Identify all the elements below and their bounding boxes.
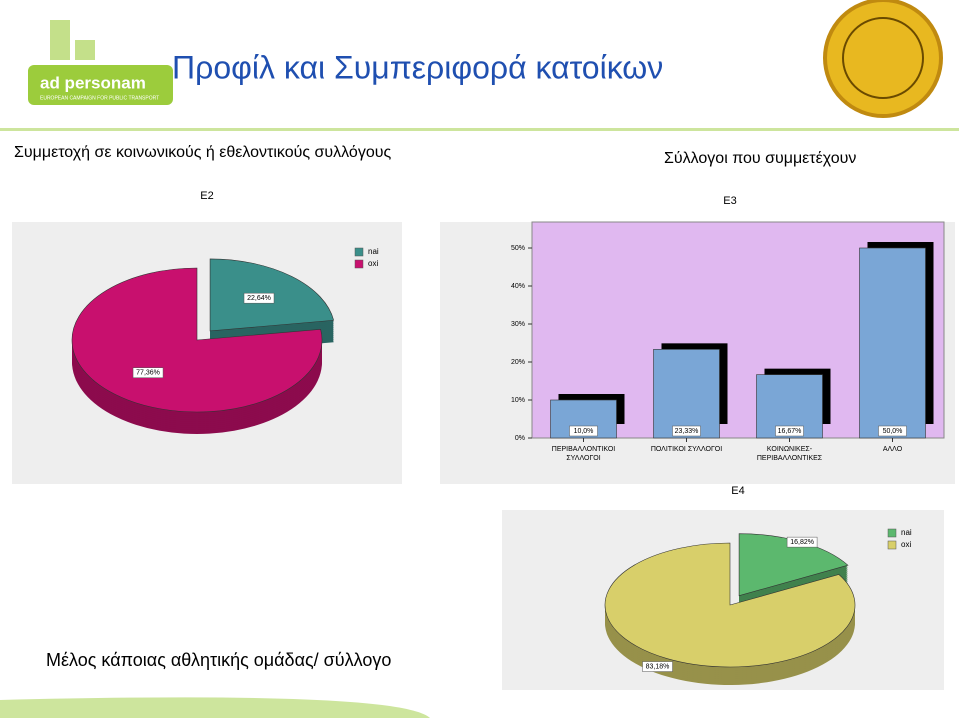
chart-title: E3 [723, 195, 736, 207]
value-label: 10,0% [574, 428, 594, 435]
pie-slice [604, 542, 856, 668]
y-tick-label: 0% [515, 435, 525, 442]
value-label: 23,33% [675, 428, 699, 435]
value-label-box [243, 292, 275, 304]
chart-title: E2 [200, 190, 213, 202]
y-tick-label: 50% [511, 245, 525, 252]
value-label-box [672, 425, 701, 437]
bottom-heading: Μέλος κάποιας αθλητικής ομάδας/ σύλλογο [46, 650, 391, 670]
legend-swatch [887, 528, 897, 538]
legend-label: oxi [901, 540, 911, 549]
value-label-box [642, 661, 673, 672]
value-label-box [786, 536, 818, 548]
chart-title: E4 [731, 485, 744, 497]
x-tick-label: ΠΕΡΙΒΑΛΛΟΝΤΙΚΟΙ ΣΥΛΛΟΓΟΙ [552, 446, 615, 462]
value-label-box [775, 425, 804, 437]
value-label: 16,67% [778, 428, 802, 435]
value-label-box [132, 367, 164, 378]
y-tick-label: 40% [511, 283, 525, 290]
value-label-box [878, 425, 907, 437]
logo-box [28, 65, 173, 105]
y-tick-label: 10% [511, 397, 525, 404]
logo-text: ad personam [40, 73, 146, 92]
x-tick-label: ΑΛΛΟ [883, 446, 903, 453]
left-heading: Συμμετοχή σε κοινωνικούς ή εθελοντικούς … [14, 144, 391, 161]
x-tick-label: ΚΟΙΝΩΝΙΚΕΣ-ΠΕΡΙΒΑΛΛΟΝΤΙΚΕΣ [757, 446, 823, 462]
value-label: 77,36% [136, 370, 160, 377]
header-rule [0, 128, 959, 131]
legend-label: nai [368, 247, 379, 256]
value-label: 22,64% [247, 295, 271, 302]
logo-subtext: EUROPEAN CAMPAIGN FOR PUBLIC TRANSPORT [40, 95, 159, 101]
value-label-box [569, 425, 598, 437]
y-tick-label: 20% [511, 359, 525, 366]
right-heading: Σύλλογοι που συμμετέχουν [664, 150, 856, 167]
value-label: 83,18% [646, 663, 670, 670]
y-tick-label: 30% [511, 321, 525, 328]
slide-title: Προφίλ και Συμπεριφορά κατοίκων [172, 49, 663, 85]
coin-ring [842, 17, 924, 99]
value-label: 16,82% [790, 539, 814, 546]
legend-label: oxi [368, 259, 378, 268]
legend-swatch [354, 259, 364, 269]
bar [653, 349, 720, 439]
legend-label: nai [901, 528, 912, 537]
logo-mark [50, 20, 95, 60]
legend-swatch [354, 247, 364, 257]
x-tick-label: ΠΟΛΙΤΙΚΟΙ ΣΥΛΛΟΓΟΙ [651, 446, 722, 453]
bar [859, 247, 926, 439]
value-label: 50,0% [883, 428, 903, 435]
legend-swatch [887, 540, 897, 550]
decor [0, 697, 430, 718]
